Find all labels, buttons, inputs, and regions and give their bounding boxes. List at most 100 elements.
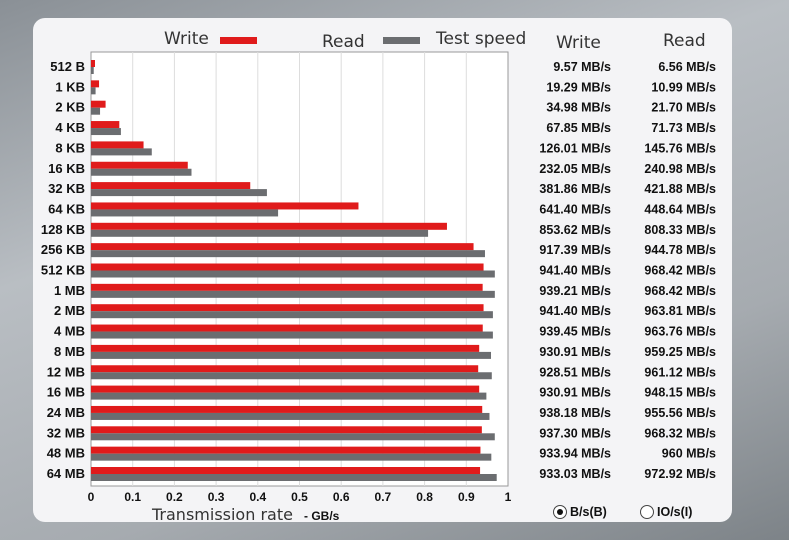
read-bar xyxy=(91,189,267,197)
write-value: 941.40 MB/s xyxy=(539,264,611,278)
read-value: 21.70 MB/s xyxy=(651,101,716,115)
category-label: 16 KB xyxy=(48,161,85,176)
write-bar xyxy=(91,426,482,434)
radio-unselected-icon xyxy=(640,505,654,519)
bytes-per-second-label: B/s(B) xyxy=(570,505,607,519)
write-column-header: Write xyxy=(556,33,601,53)
category-label: 2 KB xyxy=(55,100,85,115)
write-value: 126.01 MB/s xyxy=(539,141,611,155)
category-label: 16 MB xyxy=(47,385,85,400)
read-bar xyxy=(91,107,101,115)
radio-selected-icon xyxy=(553,505,567,519)
read-bar xyxy=(91,311,493,319)
category-label: 128 KB xyxy=(41,222,85,237)
write-bar xyxy=(91,202,359,210)
read-bar xyxy=(91,331,493,339)
write-bar xyxy=(91,121,120,129)
x-tick-label: 0.4 xyxy=(249,490,266,504)
write-value: 34.98 MB/s xyxy=(546,101,611,115)
write-value: 933.03 MB/s xyxy=(539,467,611,481)
write-bar xyxy=(91,80,100,88)
legend-read-label: Read xyxy=(322,32,365,52)
write-value: 933.94 MB/s xyxy=(539,447,611,461)
category-label: 48 MB xyxy=(47,446,85,461)
x-tick-label: 1 xyxy=(505,490,512,504)
write-value: 232.05 MB/s xyxy=(539,162,611,176)
write-value: 853.62 MB/s xyxy=(539,223,611,237)
write-bar xyxy=(91,100,106,108)
category-label: 24 MB xyxy=(47,405,85,420)
legend-title: Test speed xyxy=(435,29,526,49)
x-tick-label: 0.6 xyxy=(333,490,350,504)
read-bar xyxy=(91,474,497,481)
write-bar xyxy=(91,263,484,271)
x-tick-label: 0.2 xyxy=(166,490,183,504)
write-bar xyxy=(91,283,483,291)
read-bar xyxy=(91,168,192,176)
read-value: 71.73 MB/s xyxy=(651,121,716,135)
x-tick-label: 0.5 xyxy=(291,490,308,504)
category-label: 256 KB xyxy=(41,242,85,257)
write-bar xyxy=(91,182,251,190)
legend-write-swatch xyxy=(220,37,257,44)
category-label: 8 MB xyxy=(54,344,85,359)
read-value: 972.92 MB/s xyxy=(644,467,716,481)
write-bar xyxy=(91,60,95,67)
write-value: 938.18 MB/s xyxy=(539,406,611,420)
write-value: 941.40 MB/s xyxy=(539,304,611,318)
write-value: 930.91 MB/s xyxy=(539,386,611,400)
read-value: 960 MB/s xyxy=(662,447,716,461)
write-bar xyxy=(91,446,481,454)
read-value: 955.56 MB/s xyxy=(644,406,716,420)
category-label: 4 MB xyxy=(54,324,85,339)
read-bar xyxy=(91,229,429,237)
read-value: 968.42 MB/s xyxy=(644,264,716,278)
read-value: 808.33 MB/s xyxy=(644,223,716,237)
bytes-per-second-radio[interactable]: B/s(B) xyxy=(553,505,607,519)
write-value: 381.86 MB/s xyxy=(539,182,611,196)
x-axis-label: Transmission rate xyxy=(151,505,293,524)
category-label: 4 KB xyxy=(55,120,85,135)
write-bar xyxy=(91,304,484,312)
write-value: 917.39 MB/s xyxy=(539,243,611,257)
read-value: 961.12 MB/s xyxy=(644,365,716,379)
category-label: 64 KB xyxy=(48,201,85,216)
x-tick-label: 0 xyxy=(88,490,95,504)
write-value: 937.30 MB/s xyxy=(539,426,611,440)
read-bar xyxy=(91,148,152,156)
x-tick-label: 0.7 xyxy=(375,490,392,504)
read-value: 240.98 MB/s xyxy=(644,162,716,176)
read-value: 968.32 MB/s xyxy=(644,426,716,440)
write-value: 939.45 MB/s xyxy=(539,325,611,339)
read-bar xyxy=(91,87,96,95)
x-tick-label: 0.8 xyxy=(416,490,433,504)
write-value: 641.40 MB/s xyxy=(539,202,611,216)
read-value: 10.99 MB/s xyxy=(651,80,716,94)
read-bar xyxy=(91,351,492,359)
io-per-second-radio[interactable]: IO/s(I) xyxy=(640,505,692,519)
read-bar xyxy=(91,270,495,278)
write-value: 930.91 MB/s xyxy=(539,345,611,359)
category-label: 2 MB xyxy=(54,303,85,318)
write-value: 19.29 MB/s xyxy=(546,80,611,94)
category-label: 32 MB xyxy=(47,425,85,440)
read-bar xyxy=(91,67,94,74)
write-bar xyxy=(91,467,481,474)
write-value: 9.57 MB/s xyxy=(553,60,611,74)
read-bar xyxy=(91,372,492,380)
write-value: 67.85 MB/s xyxy=(546,121,611,135)
x-axis-unit: - GB/s xyxy=(304,509,340,523)
read-bar xyxy=(91,250,485,258)
category-label: 1 MB xyxy=(54,283,85,298)
legend-read-swatch xyxy=(383,37,420,44)
read-value: 963.76 MB/s xyxy=(644,325,716,339)
write-bar xyxy=(91,161,188,169)
read-bar xyxy=(91,209,279,217)
write-bar xyxy=(91,344,480,352)
x-tick-label: 0.1 xyxy=(124,490,141,504)
io-per-second-label: IO/s(I) xyxy=(657,505,693,519)
write-bar xyxy=(91,243,474,251)
category-label: 12 MB xyxy=(47,364,85,379)
category-label: 8 KB xyxy=(55,140,85,155)
